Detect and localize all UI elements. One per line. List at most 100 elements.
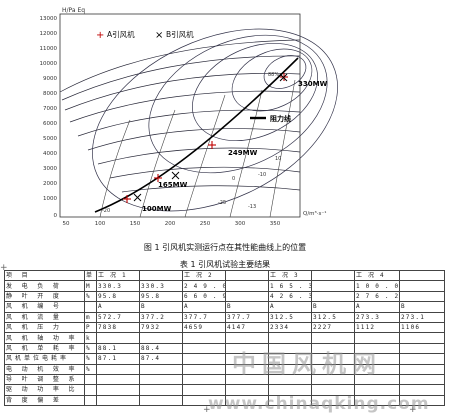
value-cell xyxy=(399,353,445,365)
svg-text:-25: -25 xyxy=(218,200,226,206)
svg-text:50: 50 xyxy=(63,221,70,227)
x-tick-labels: 50 100 150 200 250 300 350 xyxy=(63,221,281,227)
value-cell xyxy=(182,363,226,375)
value-cell: A xyxy=(182,301,226,313)
value-cell: 6 6 0 . 9 xyxy=(182,290,226,303)
value-cell: 工 况 4 xyxy=(354,269,400,282)
unit-cell: P xyxy=(84,321,97,334)
svg-text:1000: 1000 xyxy=(43,196,57,202)
value-cell xyxy=(225,332,269,344)
value-cell xyxy=(311,280,355,292)
svg-text:250: 250 xyxy=(200,221,211,227)
legend-a-label: A引风机 xyxy=(107,29,135,39)
fan-performance-figure: H/Pa Eq 13000 12000 11000 10000 9000 800… xyxy=(40,7,338,227)
value-cell: 95.8 xyxy=(139,290,183,303)
value-cell: A xyxy=(96,301,140,313)
svg-text:4000: 4000 xyxy=(43,151,57,157)
svg-text:-13: -13 xyxy=(248,204,256,210)
row-label-cell: 风 机 压 力 xyxy=(4,321,85,334)
value-cell: 1106 xyxy=(399,321,445,334)
unit-cell: m xyxy=(84,311,97,323)
angle-labels: -20 -25 -13 0 -10 10 xyxy=(102,156,281,214)
unit-cell xyxy=(84,394,97,407)
unit-cell: % xyxy=(84,290,97,303)
table-row: 电 动 机 效 率% xyxy=(4,363,445,375)
value-cell: B xyxy=(399,301,445,313)
label-330mw: 330MW xyxy=(298,80,328,88)
svg-text:-20: -20 xyxy=(102,208,110,214)
row-label-cell: 背 度 偏 差 xyxy=(4,394,85,407)
value-cell xyxy=(182,373,226,386)
label-resistance-line: 阻力线 xyxy=(270,114,291,123)
unit-cell: % xyxy=(84,363,97,375)
value-cell xyxy=(268,332,312,344)
value-cell xyxy=(139,384,183,396)
row-label-cell: 风 机 轴 功 率 xyxy=(4,332,85,344)
svg-text:6000: 6000 xyxy=(43,121,57,127)
label-249mw: 249MW xyxy=(228,149,258,157)
value-cell: A xyxy=(354,301,400,313)
efficiency-contours xyxy=(92,28,338,212)
value-cell xyxy=(96,394,140,407)
value-cell: 377.7 xyxy=(225,311,269,323)
value-cell xyxy=(399,342,445,355)
unit-cell: M xyxy=(84,280,97,292)
value-cell: 330.3 xyxy=(139,280,183,292)
table-row: 风 机 压 力 P 7838 7932 4659 4147 2334 2227 1112 1106 xyxy=(4,321,445,334)
svg-text:350: 350 xyxy=(270,221,281,227)
value-cell: A xyxy=(268,301,312,313)
svg-text:11000: 11000 xyxy=(40,46,58,52)
value-cell xyxy=(311,332,355,344)
value-cell: 330.3 xyxy=(96,280,140,292)
value-cell xyxy=(399,290,445,303)
value-cell xyxy=(96,384,140,396)
value-cell: B xyxy=(139,301,183,313)
value-cell xyxy=(311,290,355,303)
value-cell xyxy=(139,373,183,386)
value-cell: 工 况 2 xyxy=(182,269,226,282)
row-label-cell: 项 目 xyxy=(4,269,85,282)
table-row: 风 机 流 量 m 572.7 377.2 377.7 377.7 312.5 312.5 27… xyxy=(4,311,445,323)
value-cell: 工 况 3 xyxy=(268,269,312,282)
table-anchor-icon[interactable]: + xyxy=(0,263,8,273)
value-cell: 377.7 xyxy=(182,311,226,323)
value-cell: 88.1 xyxy=(96,342,140,355)
table-row: 背 度 偏 差 xyxy=(4,394,445,407)
value-cell xyxy=(399,394,445,407)
label-eff-top: 88% xyxy=(268,72,279,78)
fan-curves xyxy=(59,39,301,193)
page-plus-left-icon[interactable]: + xyxy=(203,405,211,415)
value-cell xyxy=(182,353,226,365)
row-label-cell: 风机单位电耗率 xyxy=(4,353,85,365)
legend-b-marker: × xyxy=(155,30,163,41)
value-cell xyxy=(225,290,269,303)
row-label-cell: 电 动 机 效 率 xyxy=(4,363,85,375)
value-cell: 7838 xyxy=(96,321,140,334)
value-cell: 1 6 5 . 3 xyxy=(268,280,312,292)
svg-text:13000: 13000 xyxy=(40,16,58,22)
value-cell: 4659 xyxy=(182,321,226,334)
value-cell: 95.8 xyxy=(96,290,140,303)
svg-text:10000: 10000 xyxy=(40,61,58,67)
value-cell: 4 2 6 . 3 xyxy=(268,290,312,303)
table-row: 风机单位电耗率% 87.1 87.4 xyxy=(4,353,445,365)
x-axis-label: Q/m³·s⁻¹ xyxy=(303,210,326,217)
value-cell: 88.4 xyxy=(139,342,183,355)
value-cell: 工 况 1 xyxy=(96,269,140,282)
resistance-line xyxy=(94,57,299,213)
value-cell: 312.5 xyxy=(311,311,355,323)
table-header-row: 项 目单工 况 1 工 况 2 工 况 3 工 况 4 xyxy=(4,269,445,282)
row-label-cell: 风 机 流 量 xyxy=(4,311,85,323)
value-cell xyxy=(139,269,183,282)
unit-cell xyxy=(84,373,97,386)
figure-caption: 图 1 引风机实测运行点在其性能曲线上的位置 xyxy=(143,243,307,252)
value-cell xyxy=(139,332,183,344)
page-plus-right-icon[interactable]: + xyxy=(409,405,417,415)
operating-points-b xyxy=(133,73,288,202)
value-cell xyxy=(182,342,226,355)
legend: + A引风机 × B引风机 xyxy=(96,29,194,41)
value-cell xyxy=(399,363,445,375)
